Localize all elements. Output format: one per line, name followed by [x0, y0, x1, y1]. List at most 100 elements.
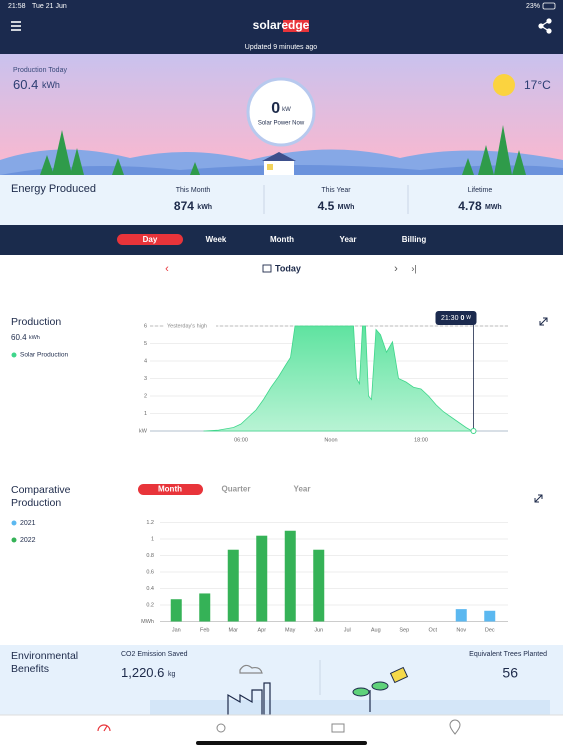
- bar: [313, 549, 325, 622]
- y-tick-label: 1.2: [146, 520, 154, 526]
- header-bg: [0, 0, 563, 54]
- tab[interactable]: Year: [294, 485, 311, 494]
- x-tick-label: 18:00: [414, 437, 428, 443]
- production-title: Production: [11, 316, 61, 328]
- unit: kWh: [42, 80, 60, 90]
- tabs: Day Week Month Year Billing: [143, 235, 427, 244]
- unit: kW: [282, 107, 291, 113]
- skyline: [150, 700, 550, 715]
- y-tick-label: 5: [144, 341, 147, 347]
- y-tick-label: 2: [144, 393, 147, 399]
- y-tick-label: 3: [144, 376, 147, 382]
- x-tick-label: Feb: [200, 627, 209, 633]
- unit: kWh: [197, 204, 212, 211]
- comparative-title: Comparative Production: [11, 484, 71, 509]
- energy-value: 874 kWh: [174, 199, 212, 213]
- x-tick-label: Jun: [314, 627, 323, 633]
- energy-title: Energy Produced: [11, 183, 96, 195]
- comparative-chart: MWh 0.2 0.4 0.6 0.8 1 1.2 Jan Feb Mar Apr May Jun Jul…: [141, 520, 508, 633]
- power-label: Solar Power Now: [258, 121, 305, 127]
- menu-icon[interactable]: [11, 21, 21, 31]
- x-tick-label: Apr: [257, 627, 266, 633]
- x-tick-label: Oct: [428, 627, 437, 633]
- value: 874: [174, 199, 194, 213]
- dashboard-tab[interactable]: [97, 724, 111, 732]
- trees-value: 56: [502, 665, 518, 681]
- legend-label: 2022: [20, 537, 36, 544]
- logo-solar: solar: [253, 18, 282, 32]
- bar: [199, 593, 211, 622]
- energy-value: 4.5 MWh: [318, 199, 355, 213]
- updated-text: Updated 9 minutes ago: [245, 44, 317, 51]
- y-tick-label: 0.4: [146, 586, 154, 592]
- tooltip-point: [470, 428, 477, 434]
- plant-illustration: [352, 666, 409, 712]
- tab[interactable]: Week: [206, 235, 227, 244]
- tab[interactable]: Year: [340, 235, 357, 244]
- house: [262, 152, 296, 175]
- production-area: [203, 325, 474, 432]
- unit: MWh: [485, 204, 502, 211]
- tooltip-box: [435, 311, 477, 325]
- last-button[interactable]: ›|: [411, 263, 416, 273]
- legend-label: 2021: [20, 520, 36, 527]
- y-tick-label: 0.6: [146, 569, 154, 575]
- y-tick-label: 4: [144, 358, 147, 364]
- energy-items: This Month 874 kWh This Year 4.5 MWh Lifetim…: [174, 187, 502, 213]
- tab[interactable]: Month: [158, 485, 182, 494]
- x-tick-label: Jul: [344, 627, 351, 633]
- legend-dot: [11, 352, 17, 358]
- y-tick-label: 6: [144, 323, 147, 329]
- power-now: 0 kW: [271, 100, 291, 117]
- annotation: Yesterday's high: [167, 323, 207, 329]
- logo-edge: edge: [281, 18, 309, 32]
- tab[interactable]: Day: [143, 235, 158, 244]
- production-value: 60.4 kWh: [11, 333, 40, 342]
- active-tab: [117, 234, 183, 245]
- home-indicator: [196, 741, 367, 745]
- unit: MWh: [338, 204, 355, 211]
- x-tick-label: Sep: [399, 627, 409, 633]
- legend-dot: [11, 537, 17, 543]
- environment-title: Environmental Benefits: [11, 650, 79, 675]
- layout-tab[interactable]: [331, 723, 345, 733]
- logo: solaredge: [253, 18, 310, 32]
- y-tick-label: 0.8: [146, 553, 154, 559]
- date-label[interactable]: Today: [275, 263, 301, 273]
- tab[interactable]: Quarter: [222, 485, 251, 494]
- bar: [284, 530, 296, 622]
- unit: kWh: [29, 335, 40, 341]
- trees-label: Equivalent Trees Planted: [469, 651, 547, 658]
- unit: kg: [168, 671, 176, 678]
- devices-tab[interactable]: [216, 723, 226, 733]
- site-tab[interactable]: [449, 719, 461, 735]
- share-icon[interactable]: [538, 18, 552, 34]
- y-tick-label: 0.2: [146, 602, 154, 608]
- y-tick-label: kW: [139, 428, 148, 434]
- temperature: 17°C: [524, 78, 551, 92]
- production-chart: kW 1 2 3 4 5 6 06:00 Noon 18:00 Yesterday's high 21…: [139, 311, 508, 443]
- energy-label: This Year: [321, 187, 351, 194]
- bar: [455, 609, 467, 622]
- y-tick-label: 1: [151, 536, 154, 542]
- expand-icon[interactable]: [534, 494, 543, 503]
- status-battery: 23%: [526, 3, 540, 10]
- tooltip-unit: W: [466, 315, 471, 321]
- battery-icon: [542, 2, 556, 10]
- status-date: Tue 21 Jun: [32, 3, 67, 10]
- prev-button[interactable]: ‹: [165, 263, 169, 275]
- value: 0: [271, 100, 280, 117]
- next-button[interactable]: ›: [394, 263, 398, 275]
- production-today-value: 60.4 kWh: [13, 77, 60, 92]
- energy-value: 4.78 MWh: [458, 199, 501, 213]
- comparative-tabs: Month Quarter Year: [158, 485, 310, 494]
- expand-icon[interactable]: [539, 317, 548, 326]
- production-today-label: Production Today: [13, 67, 67, 74]
- tab[interactable]: Billing: [402, 235, 427, 244]
- value: 4.78: [458, 199, 482, 213]
- value: 60.4: [13, 77, 38, 92]
- tab[interactable]: Month: [270, 235, 294, 244]
- tooltip-value: 0: [460, 315, 464, 322]
